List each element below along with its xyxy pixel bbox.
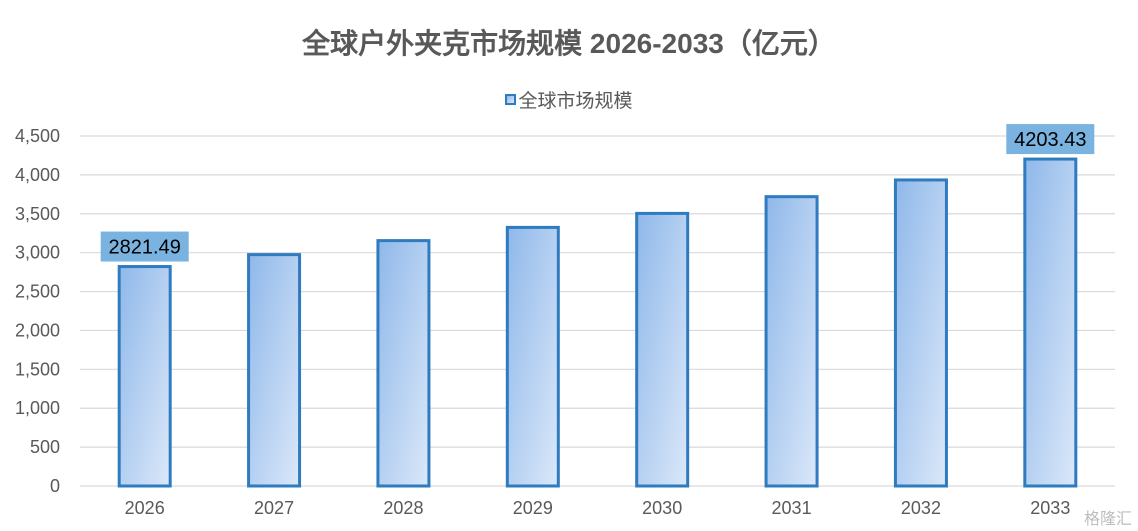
bar-2026 [117,265,172,488]
x-tick-label: 2028 [383,498,423,518]
data-label-2026: 2821.49 [109,237,181,259]
y-tick-label: 4,000 [15,165,60,185]
bar-2031 [764,195,819,488]
x-tick-label: 2027 [254,498,294,518]
x-tick-label: 2032 [901,498,941,518]
bars [117,157,1078,488]
data-label-box [100,231,189,262]
data-label-2033: 4203.43 [1014,129,1086,151]
y-tick-label: 0 [50,476,60,496]
watermark: 格隆汇 [1083,511,1132,528]
y-axis-ticks: 0 500 1,000 1,500 2,000 2,500 3,000 3,500 4,000 4… [15,126,60,496]
y-tick-label: 1,500 [15,359,60,379]
y-tick-label: 500 [30,437,60,457]
legend-swatch [505,94,517,106]
bar-2030 [635,211,690,488]
y-tick-label: 3,500 [15,204,60,224]
bar-2029 [505,225,560,488]
y-tick-label: 3,000 [15,243,60,263]
data-label-box [1006,124,1095,155]
y-tick-label: 1,000 [15,398,60,418]
gridlines [80,135,1115,487]
y-tick-label: 2,000 [15,320,60,340]
x-tick-label: 2026 [125,498,165,518]
y-tick-label: 2,500 [15,282,60,302]
x-tick-label: 2031 [772,498,812,518]
x-tick-label: 2030 [642,498,682,518]
x-tick-label: 2029 [513,498,553,518]
bar-2032 [893,178,948,488]
chart-title: 全球户外夹克市场规模 2026-2033（亿元） [302,28,836,59]
bar-2027 [247,253,302,488]
bar-2033 [1023,157,1078,488]
data-labels: 2821.49 4203.43 [100,124,1095,262]
legend: 全球市场规模 [0,86,1138,113]
y-tick-label: 4,500 [15,126,60,146]
x-axis-ticks: 2026 2027 2028 2029 2030 2031 2032 2033 [125,498,1071,518]
bar-2028 [376,239,431,488]
legend-label: 全球市场规模 [518,91,633,112]
x-tick-label: 2033 [1030,498,1070,518]
